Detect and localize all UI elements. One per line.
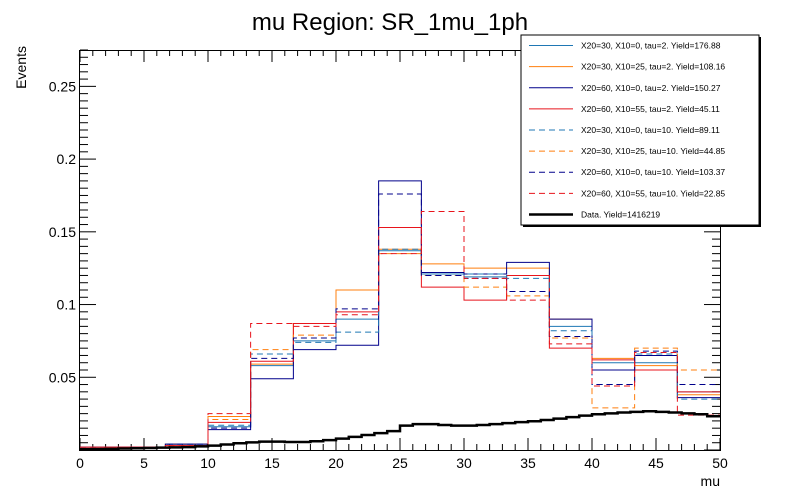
y-tick-label: 0.2 <box>57 151 77 167</box>
y-tick-label: 0.15 <box>49 224 76 240</box>
legend-entry-label: X20=30, X10=25, tau=2. Yield=108.16 <box>581 62 725 72</box>
x-tick-label: 20 <box>328 455 344 471</box>
x-tick-label: 40 <box>584 455 600 471</box>
x-tick-label: 25 <box>392 455 408 471</box>
legend-entry-label: X20=60, X10=0, tau=2. Yield=150.27 <box>581 83 721 93</box>
legend-entry-label: X20=30, X10=0, tau=10. Yield=89.11 <box>581 125 720 135</box>
chart-title: mu Region: SR_1mu_1ph <box>252 9 528 36</box>
x-tick-label: 50 <box>712 455 728 471</box>
legend-entry-label: X20=30, X10=0, tau=2. Yield=176.88 <box>581 41 721 51</box>
series-line-7 <box>80 210 720 448</box>
x-tick-label: 5 <box>140 455 148 471</box>
y-axis-label: Events <box>13 46 29 89</box>
x-tick-label: 30 <box>456 455 472 471</box>
x-tick-label: 10 <box>200 455 216 471</box>
series-line-8 <box>80 410 720 451</box>
legend: X20=30, X10=0, tau=2. Yield=176.88 X20=30… <box>520 34 761 227</box>
legend-entry-label: Data. Yield=1416219 <box>581 209 660 219</box>
x-tick-label: 45 <box>648 455 664 471</box>
x-axis-label: mu <box>701 473 720 489</box>
x-tick-label: 0 <box>76 455 84 471</box>
x-tick-label: 15 <box>264 455 280 471</box>
legend-entry-label: X20=60, X10=55, tau=10. Yield=22.85 <box>581 188 725 198</box>
series-layer <box>80 180 720 451</box>
legend-entry-label: X20=30, X10=25, tau=10. Yield=44.85 <box>581 146 725 156</box>
x-tick-label: 35 <box>520 455 536 471</box>
y-tick-label: 0.05 <box>49 369 76 385</box>
y-tick-label: 0.1 <box>57 297 77 313</box>
y-tick-label: 0.25 <box>49 78 76 94</box>
legend-entry-label: X20=60, X10=0, tau=10. Yield=103.37 <box>581 167 725 177</box>
legend-entry-label: X20=60, X10=55, tau=2. Yield=45.11 <box>581 104 720 114</box>
